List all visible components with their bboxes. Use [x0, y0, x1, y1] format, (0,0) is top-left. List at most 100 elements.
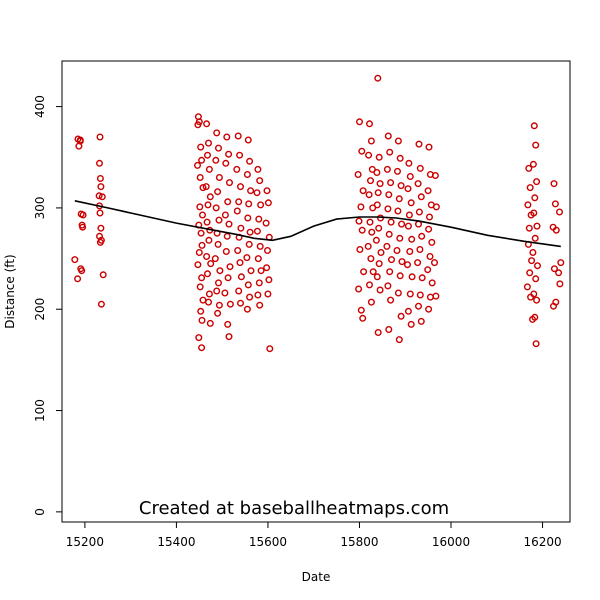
data-point: [356, 245, 364, 253]
data-point: [405, 159, 413, 167]
data-point: [237, 224, 245, 232]
data-point: [394, 167, 402, 175]
data-point: [196, 203, 204, 211]
data-point: [254, 291, 262, 299]
data-point: [550, 180, 558, 188]
data-point: [532, 340, 540, 348]
data-point: [197, 143, 205, 151]
data-point: [373, 273, 381, 281]
data-point: [532, 141, 540, 149]
data-point: [526, 269, 534, 277]
data-point: [360, 268, 368, 276]
data-point: [525, 164, 533, 172]
data-point: [357, 203, 365, 211]
data-point: [196, 173, 204, 181]
x-tick-label: 15600: [249, 535, 287, 549]
data-point: [374, 189, 382, 197]
data-point: [404, 261, 412, 269]
data-point: [396, 272, 404, 280]
data-point: [197, 307, 205, 315]
data-point: [253, 189, 261, 197]
data-point: [556, 208, 564, 216]
data-point: [529, 160, 537, 168]
data-point: [394, 289, 402, 297]
data-point: [199, 184, 207, 192]
data-point: [414, 180, 422, 188]
data-point: [244, 281, 252, 289]
data-point: [416, 291, 424, 299]
data-point: [197, 229, 205, 237]
data-point: [257, 267, 265, 275]
data-point: [199, 296, 207, 304]
data-point: [214, 279, 222, 287]
data-point: [234, 246, 242, 254]
data-point: [373, 201, 381, 209]
data-point: [550, 302, 558, 310]
data-point: [396, 154, 404, 162]
data-point: [532, 275, 540, 283]
data-point: [244, 136, 252, 144]
data-point: [384, 282, 392, 290]
data-point: [356, 118, 364, 126]
x-tick-label: 15800: [340, 535, 378, 549]
data-point: [417, 317, 425, 325]
data-point: [355, 217, 363, 225]
data-point: [556, 280, 564, 288]
data-point: [416, 245, 424, 253]
data-point: [431, 171, 439, 179]
data-point: [79, 211, 87, 219]
data-point: [236, 151, 244, 159]
data-point: [205, 290, 213, 298]
data-point: [256, 177, 264, 185]
data-point: [424, 266, 432, 274]
data-point: [530, 290, 538, 298]
data-point: [204, 298, 212, 306]
data-point: [524, 201, 532, 209]
data-point: [384, 132, 392, 140]
data-point: [388, 256, 396, 264]
data-point: [425, 305, 433, 313]
data-point: [355, 285, 363, 293]
y-tick-label: 0: [33, 508, 47, 516]
data-point: [552, 226, 560, 234]
data-point: [221, 289, 229, 297]
data-point: [383, 165, 391, 173]
data-point: [407, 199, 415, 207]
data-point: [198, 156, 206, 164]
watermark-text: Created at baseballheatmaps.com: [139, 498, 449, 519]
data-point: [223, 232, 231, 240]
data-point: [425, 225, 433, 233]
data-point: [386, 148, 394, 156]
data-point: [557, 259, 565, 267]
data-point: [414, 259, 422, 267]
data-point: [221, 211, 229, 219]
data-point: [96, 174, 104, 182]
data-point: [404, 185, 412, 193]
y-tick-label: 400: [33, 95, 47, 118]
data-point: [203, 218, 211, 226]
data-point: [426, 213, 434, 221]
data-point: [194, 261, 202, 269]
y-tick-label: 100: [33, 399, 47, 422]
data-point: [376, 286, 384, 294]
data-point: [255, 215, 263, 223]
data-point: [235, 287, 243, 295]
data-point: [222, 159, 230, 167]
y-tick-label: 200: [33, 298, 47, 321]
data-point: [375, 260, 383, 268]
data-point: [264, 199, 272, 207]
data-point: [203, 120, 211, 128]
data-point: [397, 182, 405, 190]
x-axis-title: Date: [302, 570, 331, 584]
data-point: [97, 224, 105, 232]
data-point: [367, 298, 375, 306]
data-point: [264, 290, 272, 298]
data-point: [224, 274, 232, 282]
data-point: [254, 165, 262, 173]
data-point: [198, 344, 206, 352]
data-point: [394, 137, 402, 145]
data-point: [263, 187, 271, 195]
data-point: [234, 132, 242, 140]
data-point: [418, 232, 426, 240]
data-point: [406, 172, 414, 180]
